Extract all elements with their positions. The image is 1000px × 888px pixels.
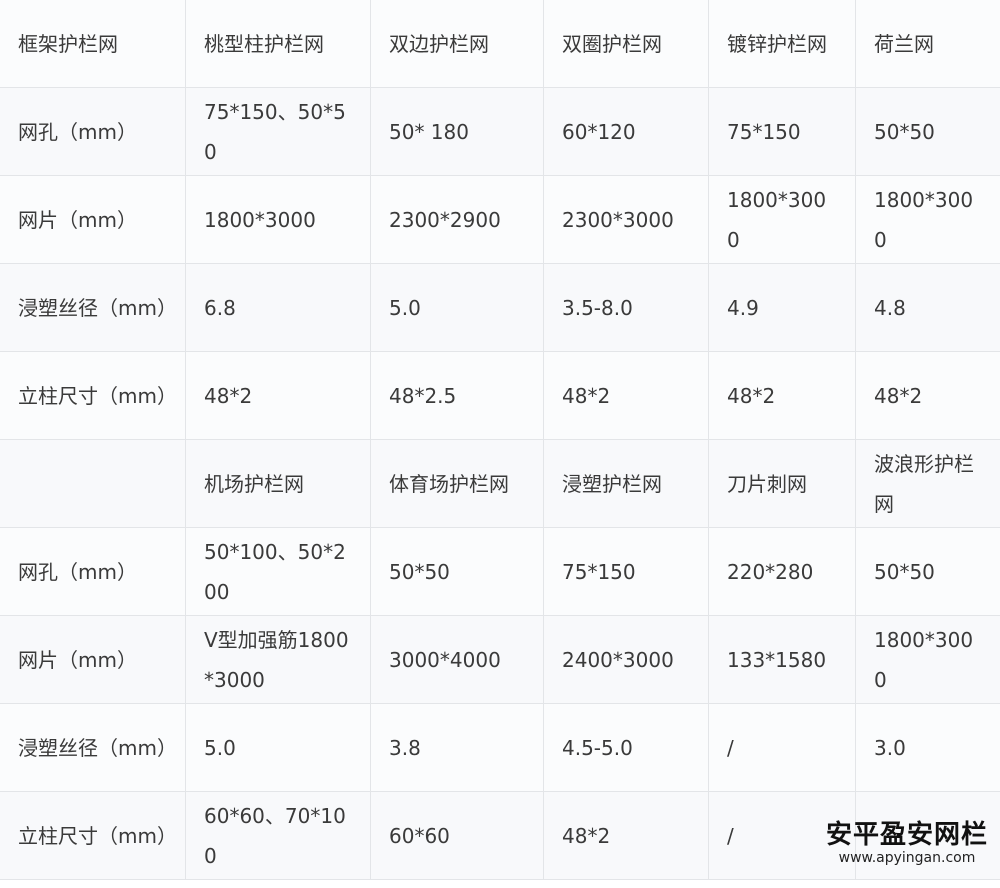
watermark-logo: 安平盈安网栏 www.apyingan.com xyxy=(826,820,988,866)
table-row: 网片（mm） 1800*3000 2300*2900 2300*3000 1800*30… xyxy=(0,175,1000,264)
table-row: 网孔（mm） 75*150、50*50 50* 180 60*120 75*150 50*… xyxy=(0,87,1000,176)
table-cell: 48*2 xyxy=(855,351,1000,440)
table-cell: 3.8 xyxy=(370,703,544,792)
table-cell: 波浪形护栏网 xyxy=(855,439,1000,528)
table-row: 立柱尺寸（mm） 60*60、70*100 60*60 48*2/ xyxy=(0,791,1000,880)
table-cell: 1800*3000 xyxy=(185,175,371,264)
table-cell: 1800*3000 xyxy=(708,175,856,264)
row-label-cell: 立柱尺寸（mm） xyxy=(0,351,186,440)
table-header-row: 机场护栏网 体育场护栏网 浸塑护栏网 刀片刺网 波浪形护栏网 xyxy=(0,439,1000,528)
table-cell: V型加强筋1800*3000 xyxy=(185,615,371,704)
watermark-name: 安平盈安网栏 xyxy=(825,820,988,850)
table-cell: 机场护栏网 xyxy=(185,439,371,528)
table-cell: 双边护栏网 xyxy=(370,0,544,88)
table-cell: 5.0 xyxy=(185,703,371,792)
table-cell: 48*2.5 xyxy=(370,351,544,440)
table-cell: 桃型柱护栏网 xyxy=(185,0,371,88)
row-label-cell: 浸塑丝径（mm） xyxy=(0,703,186,792)
table-cell: 48*2 xyxy=(543,791,709,880)
table-cell: 3.0 xyxy=(855,703,1000,792)
row-label-cell: 网孔（mm） xyxy=(0,527,186,616)
row-label-cell: 框架护栏网 xyxy=(0,0,186,88)
table-cell: 50*100、50*200 xyxy=(185,527,371,616)
table-cell: 2300*2900 xyxy=(370,175,544,264)
table-cell: 75*150、50*50 xyxy=(185,87,371,176)
table-cell: 3000*4000 xyxy=(370,615,544,704)
table-cell: / xyxy=(708,791,856,880)
table-cell: 220*280 xyxy=(708,527,856,616)
table-cell: 荷兰网 xyxy=(855,0,1000,88)
table-cell: 浸塑护栏网 xyxy=(543,439,709,528)
table-cell: 镀锌护栏网 xyxy=(708,0,856,88)
table-cell: 60*60、70*100 xyxy=(185,791,371,880)
row-label-cell xyxy=(0,439,186,528)
row-label-cell: 网孔（mm） xyxy=(0,87,186,176)
row-label-cell: 网片（mm） xyxy=(0,615,186,704)
table-row: 立柱尺寸（mm） 48*2 48*2.5 48*2 48*2 48*2 xyxy=(0,351,1000,440)
table-cell: 133*1580 xyxy=(708,615,856,704)
table-cell: 50*50 xyxy=(370,527,544,616)
table-cell: 48*2 xyxy=(185,351,371,440)
table-cell: 4.9 xyxy=(708,263,856,352)
row-label-cell: 立柱尺寸（mm） xyxy=(0,791,186,880)
table-cell: 48*2 xyxy=(708,351,856,440)
table-row: 网孔（mm） 50*100、50*200 50*50 75*150 220*280 50*… xyxy=(0,527,1000,616)
table-cell: 5.0 xyxy=(370,263,544,352)
table-cell: 4.8 xyxy=(855,263,1000,352)
table-cell: 50* 180 xyxy=(370,87,544,176)
table-cell: 1800*3000 xyxy=(855,615,1000,704)
watermark-url: www.apyingan.com xyxy=(838,850,976,866)
table-cell: 双圈护栏网 xyxy=(543,0,709,88)
table-cell: 60*120 xyxy=(543,87,709,176)
table-cell: 体育场护栏网 xyxy=(370,439,544,528)
table-cell: 刀片刺网 xyxy=(708,439,856,528)
table-cell: 3.5-8.0 xyxy=(543,263,709,352)
table-header-row: 框架护栏网 桃型柱护栏网 双边护栏网 双圈护栏网 镀锌护栏网 荷兰网 xyxy=(0,0,1000,88)
table-cell: 2400*3000 xyxy=(543,615,709,704)
table-cell: 2300*3000 xyxy=(543,175,709,264)
table-row: 浸塑丝径（mm） 6.8 5.0 3.5-8.0 4.9 4.8 xyxy=(0,263,1000,352)
table-cell xyxy=(855,791,1000,880)
row-label-cell: 网片（mm） xyxy=(0,175,186,264)
row-label-cell: 浸塑丝径（mm） xyxy=(0,263,186,352)
table-cell: 60*60 xyxy=(370,791,544,880)
table-cell: 6.8 xyxy=(185,263,371,352)
table-cell: 4.5-5.0 xyxy=(543,703,709,792)
table-cell: 50*50 xyxy=(855,87,1000,176)
table-cell: 75*150 xyxy=(543,527,709,616)
table-cell: 75*150 xyxy=(708,87,856,176)
table-row: 浸塑丝径（mm） 5.0 3.8 4.5-5.0/3.0 xyxy=(0,703,1000,792)
table-cell: 48*2 xyxy=(543,351,709,440)
table-cell: 50*50 xyxy=(855,527,1000,616)
table-cell: 1800*3000 xyxy=(855,175,1000,264)
table-row: 网片（mm） V型加强筋1800*3000 3000*4000 2400*3000 13… xyxy=(0,615,1000,704)
table-cell: / xyxy=(708,703,856,792)
